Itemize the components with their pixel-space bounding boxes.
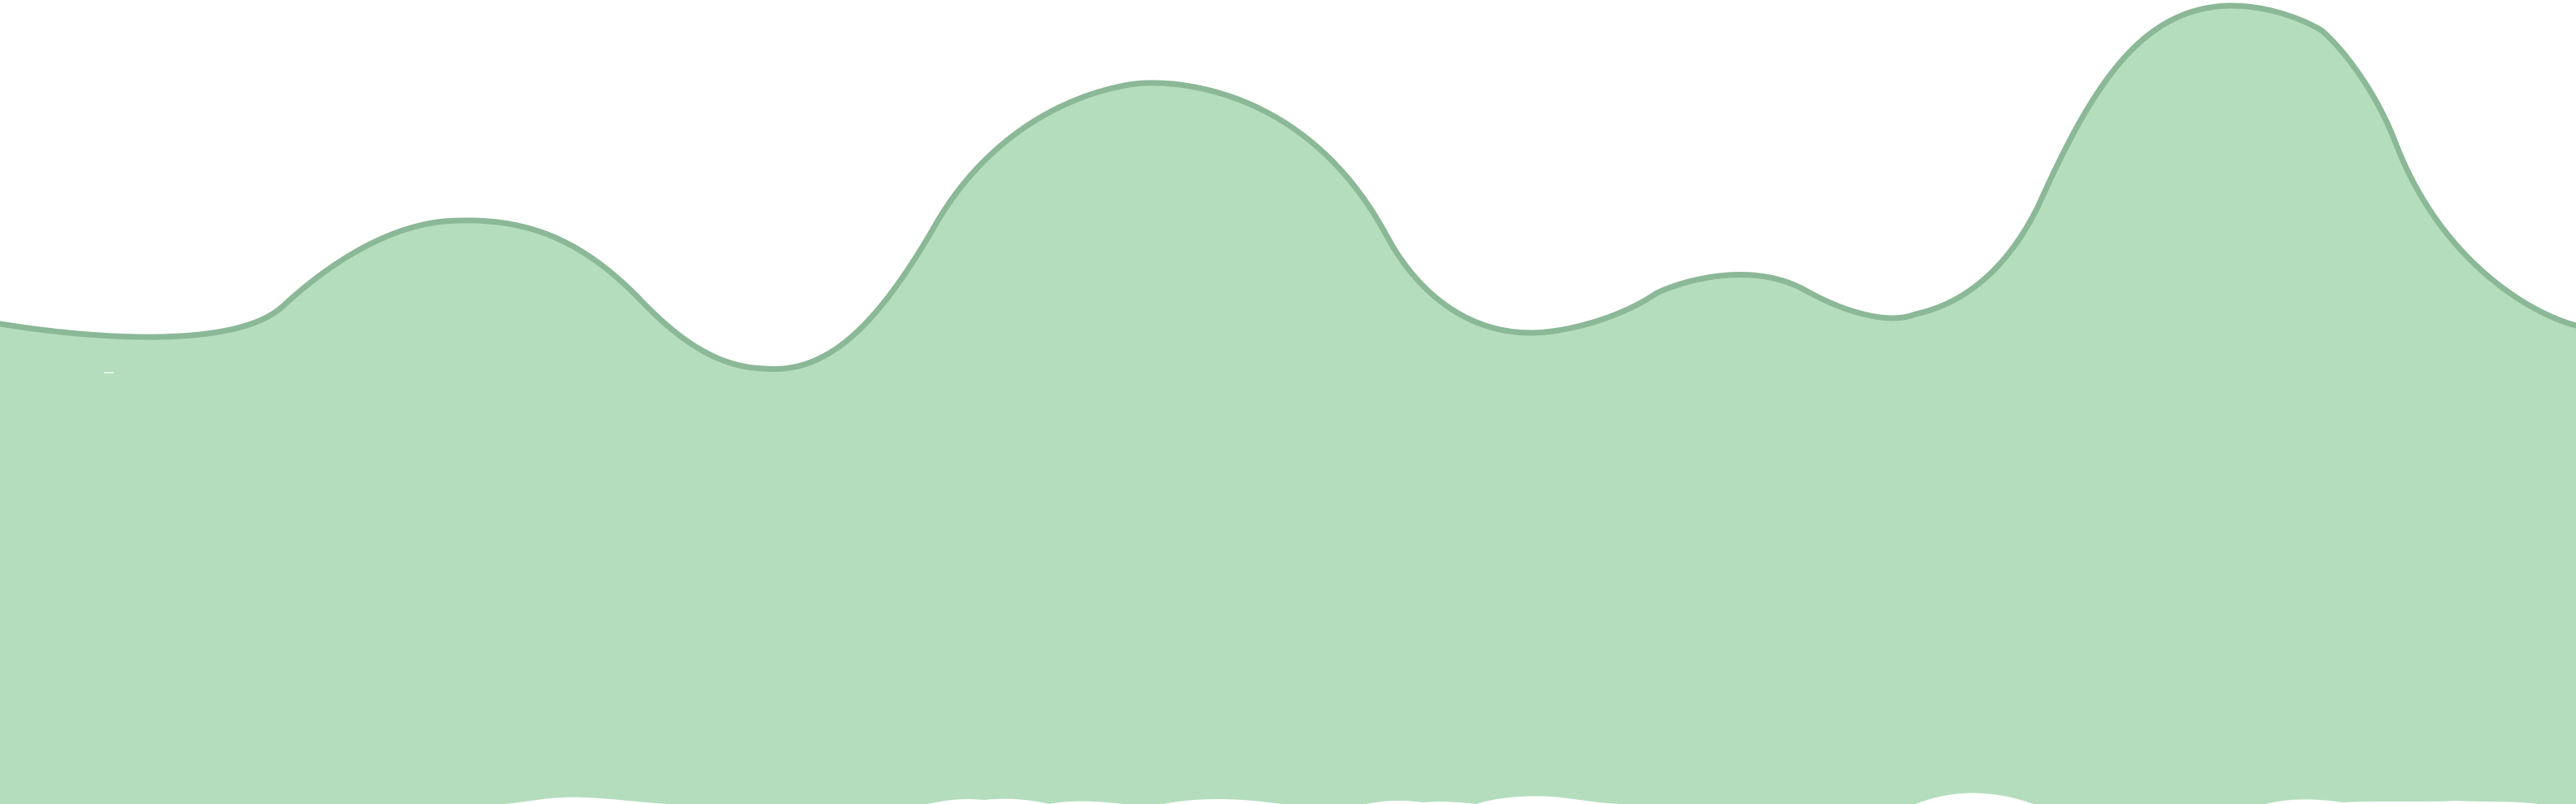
- bottom-wave-edge: [0, 793, 2576, 804]
- hill-outline: [0, 2, 2576, 373]
- hill-fill: [0, 5, 2576, 804]
